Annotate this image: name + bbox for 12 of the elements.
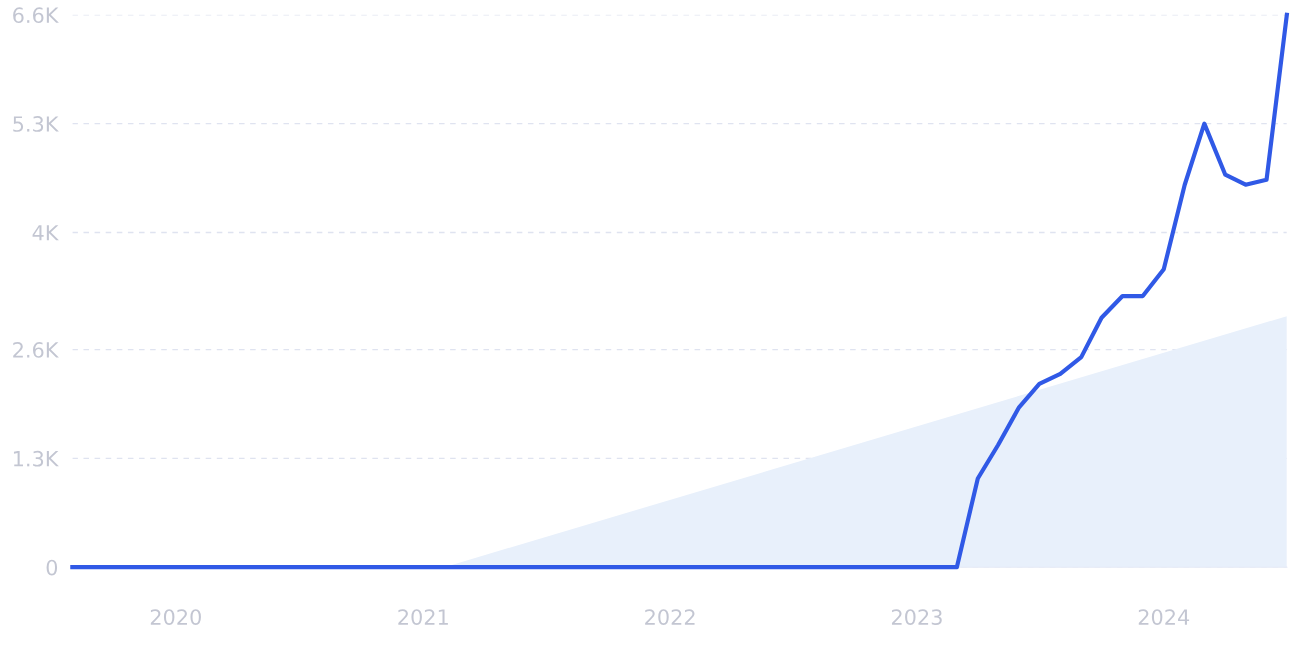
- x-tick-label: 2020: [150, 609, 201, 625]
- x-tick-label: 2021: [398, 609, 448, 625]
- y-tick-label: 2.6K: [13, 342, 59, 358]
- x-tick-label: 2022: [645, 609, 695, 625]
- y-tick-label: 0: [46, 559, 58, 576]
- y-tick-label: 4K: [32, 225, 59, 241]
- y-tick-label: 6.6K: [13, 7, 59, 24]
- x-tick-label: 2023: [891, 609, 942, 625]
- x-tick-label: 2024: [1138, 609, 1190, 625]
- line-series: [70, 12, 1289, 570]
- y-tick-label: 5.3K: [13, 116, 59, 132]
- y-tick-label: 1.3K: [13, 450, 59, 467]
